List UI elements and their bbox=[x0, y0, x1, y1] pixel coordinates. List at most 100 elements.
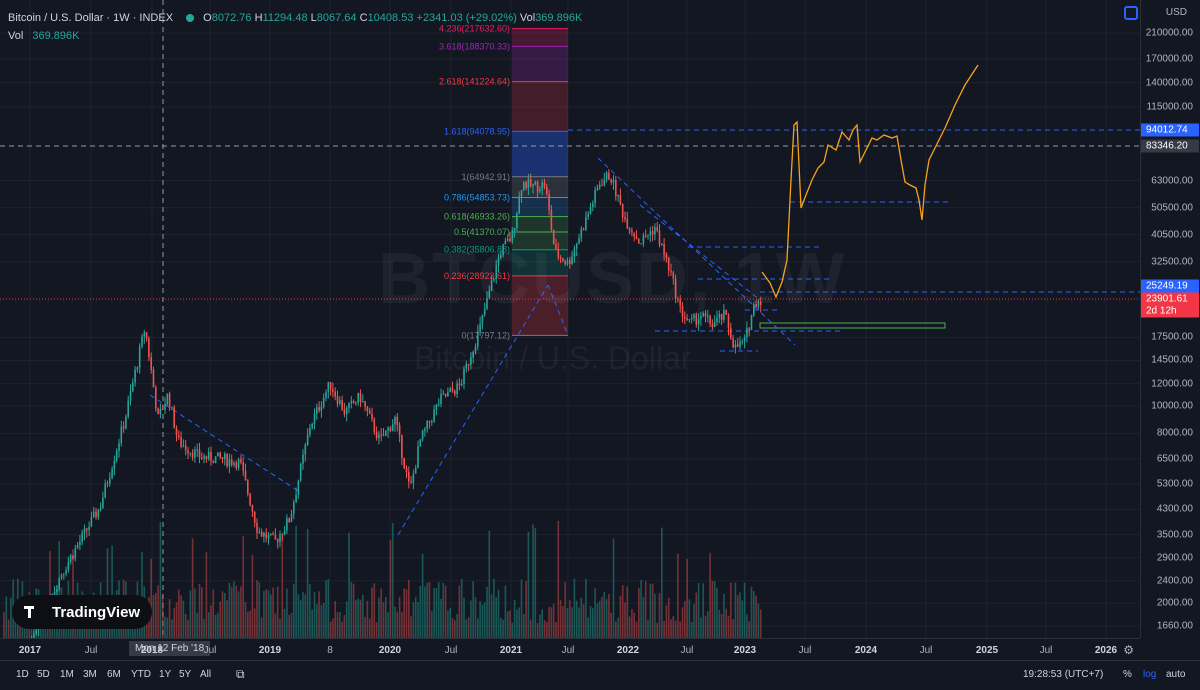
volume-bar bbox=[157, 585, 159, 638]
candle-body bbox=[148, 338, 150, 357]
volume-bar bbox=[364, 617, 366, 638]
candle-body bbox=[252, 505, 254, 512]
volume-bar bbox=[344, 615, 346, 638]
candle-body bbox=[291, 514, 293, 522]
candle-body bbox=[70, 556, 72, 562]
candle-body bbox=[647, 236, 649, 237]
volume-bar bbox=[689, 599, 691, 638]
time-tick-label: Jul bbox=[1040, 645, 1053, 656]
volume-bar bbox=[456, 614, 458, 638]
candle-body bbox=[732, 338, 734, 347]
candle-body bbox=[199, 449, 201, 458]
range-button-1d[interactable]: 1D bbox=[16, 669, 29, 680]
range-button-all[interactable]: All bbox=[200, 669, 211, 680]
candle-body bbox=[318, 407, 320, 410]
candle-body bbox=[341, 400, 343, 410]
volume-bar bbox=[275, 613, 277, 638]
candle-body bbox=[355, 403, 357, 404]
candle-body bbox=[516, 213, 518, 228]
candle-body bbox=[590, 207, 592, 214]
percent-scale-toggle[interactable]: % bbox=[1123, 669, 1132, 680]
range-button-6m[interactable]: 6M bbox=[107, 669, 121, 680]
volume-study-title[interactable]: Vol bbox=[8, 30, 23, 42]
candle-body bbox=[645, 235, 647, 236]
candle-body bbox=[288, 518, 290, 522]
volume-bar bbox=[760, 609, 762, 638]
volume-bar bbox=[3, 612, 5, 638]
volume-bar bbox=[265, 589, 267, 638]
range-button-5d[interactable]: 5D bbox=[37, 669, 50, 680]
candle-body bbox=[530, 179, 532, 186]
candle-body bbox=[613, 180, 615, 183]
volume-bar bbox=[558, 521, 560, 638]
volume-bar bbox=[249, 611, 251, 638]
timezone-clock[interactable]: 19:28:53 (UTC+7) bbox=[1023, 669, 1103, 680]
candle-body bbox=[737, 345, 739, 347]
time-tick-label: Jul bbox=[562, 645, 575, 656]
volume-bar bbox=[562, 606, 564, 638]
volume-bar bbox=[624, 603, 626, 638]
chart-legend: Bitcoin / U.S. Dollar · 1W · INDEX O8072… bbox=[8, 9, 582, 45]
time-tick-label: 2026 bbox=[1095, 645, 1117, 656]
volume-bar bbox=[286, 589, 288, 638]
candle-body bbox=[429, 421, 431, 422]
time-tick-label: 2024 bbox=[855, 645, 877, 656]
range-button-5y[interactable]: 5Y bbox=[179, 669, 191, 680]
candle-body bbox=[362, 401, 364, 402]
tradingview-logo[interactable]: TradingView bbox=[12, 595, 152, 629]
candle-body bbox=[518, 196, 520, 213]
currency-label[interactable]: USD bbox=[1166, 7, 1187, 18]
fib-zone bbox=[512, 131, 568, 176]
fib-level-label: 0.786(54853.73) bbox=[444, 192, 510, 202]
volume-bar bbox=[608, 594, 610, 638]
volume-bar bbox=[330, 622, 332, 638]
volume-bar bbox=[599, 601, 601, 638]
volume-bar bbox=[452, 618, 454, 638]
range-button-ytd[interactable]: YTD bbox=[131, 669, 151, 680]
time-scale-settings-icon[interactable]: ⚙ bbox=[1123, 643, 1134, 657]
candle-body bbox=[380, 434, 382, 435]
volume-bar bbox=[684, 601, 686, 638]
volume-bar bbox=[222, 591, 224, 638]
volume-bar bbox=[305, 594, 307, 638]
time-tick-label: 2025 bbox=[976, 645, 998, 656]
candle-body bbox=[137, 367, 139, 369]
volume-bar bbox=[652, 584, 654, 638]
candle-body bbox=[599, 185, 601, 188]
candle-body bbox=[397, 417, 399, 425]
volume-bar bbox=[553, 604, 555, 638]
candle-body bbox=[236, 463, 238, 468]
volume-bar bbox=[199, 584, 201, 638]
candle-body bbox=[134, 370, 136, 383]
chart-pane[interactable]: 4.236(217632.60)3.618(188370.33)2.618(14… bbox=[0, 0, 1140, 638]
range-button-1m[interactable]: 1M bbox=[60, 669, 74, 680]
candle-body bbox=[746, 328, 748, 337]
candle-body bbox=[406, 468, 408, 472]
auto-scale-toggle[interactable]: auto bbox=[1166, 669, 1185, 680]
symbol-title[interactable]: Bitcoin / U.S. Dollar · 1W · INDEX bbox=[8, 12, 173, 24]
volume-bar bbox=[337, 612, 339, 638]
date-range-icon[interactable]: ⧉ bbox=[236, 667, 245, 682]
chart-settings-icon[interactable] bbox=[1124, 6, 1138, 20]
range-button-1y[interactable]: 1Y bbox=[159, 669, 171, 680]
volume-bar bbox=[436, 588, 438, 638]
volume-bar bbox=[735, 582, 737, 638]
open-key: O bbox=[203, 12, 212, 24]
volume-bar bbox=[392, 523, 394, 638]
candle-body bbox=[608, 173, 610, 180]
volume-bar bbox=[698, 583, 700, 638]
candle-body bbox=[196, 449, 198, 450]
log-scale-toggle[interactable]: log bbox=[1143, 669, 1156, 680]
volume-bar bbox=[171, 619, 173, 638]
volume-bar bbox=[440, 599, 442, 638]
volume-bar bbox=[346, 601, 348, 638]
volume-bar bbox=[679, 622, 681, 638]
volume-bar bbox=[567, 608, 569, 638]
price-tick-label: 2000.00 bbox=[1157, 598, 1193, 609]
range-button-3m[interactable]: 3M bbox=[83, 669, 97, 680]
volume-bar bbox=[486, 587, 488, 638]
volume-bar bbox=[712, 581, 714, 638]
candle-body bbox=[332, 389, 334, 391]
